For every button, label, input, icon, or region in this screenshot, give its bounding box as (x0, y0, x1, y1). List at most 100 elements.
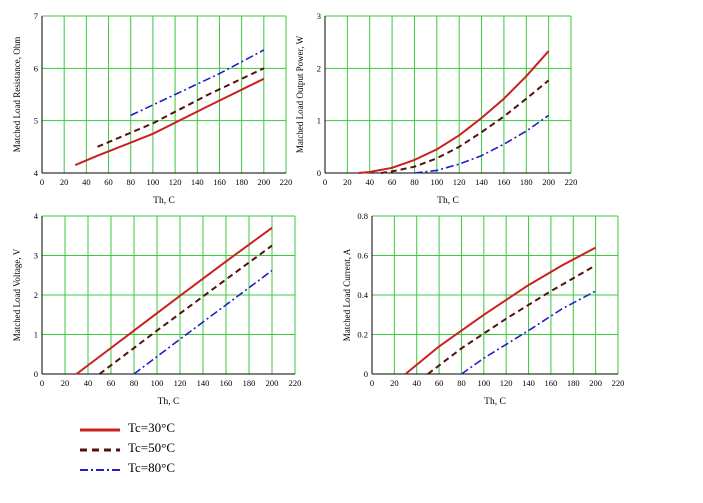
x-tick-label-voltage-5: 100 (151, 378, 164, 388)
y-tick-label-power-0: 0 (317, 168, 321, 178)
chart-power: 0 20 40 60 80 100 120 140 160 180 200 220 0 1 2 3 Th, C M… (295, 11, 577, 206)
x-tick-label-resistance-11: 220 (280, 177, 293, 187)
legend-swatch-tc80 (80, 469, 120, 471)
x-tick-label-voltage-0: 0 (40, 378, 44, 388)
series-line-resistance-tc50 (97, 67, 265, 148)
y-tick-label-current-1: 0.2 (357, 330, 368, 340)
x-tick-label-current-2: 40 (412, 378, 421, 388)
x-tick-label-resistance-10: 200 (257, 177, 270, 187)
x-tick-label-voltage-1: 20 (61, 378, 70, 388)
y-axis-label-voltage: Matched Load Voltage, V (12, 248, 22, 341)
x-axis-label-current: Th, C (484, 397, 506, 407)
series-line-resistance-tc80 (130, 49, 265, 117)
y-tick-label-voltage-0: 0 (34, 369, 38, 379)
chart-voltage: 0 20 40 60 80 100 120 140 160 180 200 220 0 1 2 3 4 Th, C… (12, 211, 301, 407)
x-tick-label-resistance-1: 20 (60, 177, 69, 187)
x-tick-label-voltage-10: 200 (266, 378, 279, 388)
x-axis-label-voltage: Th, C (158, 397, 180, 407)
x-tick-label-power-6: 120 (453, 177, 466, 187)
x-tick-label-power-4: 80 (410, 177, 419, 187)
x-tick-label-resistance-5: 100 (147, 177, 160, 187)
legend-label-tc80: Tc=80°C (128, 460, 176, 475)
x-tick-label-voltage-7: 140 (197, 378, 210, 388)
legend-item-tc50: Tc=50°C (80, 440, 280, 458)
x-tick-label-resistance-2: 40 (82, 177, 91, 187)
legend-label-tc50: Tc=50°C (128, 440, 176, 455)
x-tick-label-power-1: 20 (343, 177, 352, 187)
x-tick-label-resistance-6: 120 (169, 177, 182, 187)
x-tick-label-power-8: 160 (498, 177, 511, 187)
y-tick-label-resistance-3: 7 (34, 11, 38, 21)
y-tick-label-power-3: 3 (317, 11, 321, 21)
x-tick-label-current-1: 20 (390, 378, 399, 388)
legend-label-tc30: Tc=30°C (128, 420, 176, 435)
x-tick-label-current-0: 0 (370, 378, 374, 388)
x-tick-label-power-5: 100 (430, 177, 443, 187)
x-tick-label-current-8: 160 (545, 378, 558, 388)
y-axis-label-power: Matched Load Output Power, W (295, 35, 305, 153)
x-tick-label-current-3: 60 (435, 378, 444, 388)
x-tick-label-power-3: 60 (388, 177, 397, 187)
y-tick-label-resistance-2: 6 (34, 63, 38, 73)
x-tick-label-resistance-8: 160 (213, 177, 226, 187)
plot-area-power (325, 16, 571, 173)
series-line-power-tc80 (414, 114, 550, 174)
plot-area-resistance (42, 16, 286, 173)
series-line-voltage-tc30 (75, 226, 273, 375)
x-tick-label-resistance-4: 80 (126, 177, 135, 187)
x-tick-label-current-9: 180 (567, 378, 580, 388)
y-axis-label-current: Matched Load Current, A (342, 248, 352, 341)
x-axis-label-power: Th, C (437, 196, 459, 206)
chart-current: 0 20 40 60 80 100 120 140 160 180 200 220 0 0.2 0.4 0.6… (342, 211, 624, 407)
x-tick-label-current-11: 220 (612, 378, 625, 388)
x-tick-label-current-5: 100 (477, 378, 490, 388)
series-line-power-tc50 (380, 79, 550, 174)
x-tick-label-voltage-6: 120 (174, 378, 187, 388)
x-axis-label-resistance: Th, C (153, 196, 175, 206)
x-tick-label-resistance-0: 0 (40, 177, 44, 187)
legend: Tc=30°C Tc=50°C Tc=80°C (80, 420, 280, 480)
x-tick-label-current-4: 80 (457, 378, 466, 388)
series-line-power-tc30 (358, 50, 550, 174)
y-tick-label-resistance-1: 5 (34, 116, 38, 126)
series-line-current-tc30 (404, 246, 597, 375)
y-tick-label-power-1: 1 (317, 116, 321, 126)
x-tick-label-power-9: 180 (520, 177, 533, 187)
y-tick-label-resistance-0: 4 (34, 168, 39, 178)
x-tick-label-voltage-2: 40 (84, 378, 93, 388)
y-tick-label-current-0: 0 (364, 369, 368, 379)
x-tick-label-power-10: 200 (542, 177, 555, 187)
y-tick-label-voltage-2: 2 (34, 290, 38, 300)
y-tick-label-voltage-1: 1 (34, 330, 38, 340)
legend-item-tc80: Tc=80°C (80, 460, 280, 478)
x-tick-label-power-2: 40 (365, 177, 374, 187)
y-tick-label-voltage-3: 3 (34, 251, 38, 261)
x-tick-label-voltage-11: 220 (289, 378, 302, 388)
y-axis-label-resistance: Matched Load Resistance, Ohm (12, 37, 22, 152)
x-tick-label-current-7: 140 (522, 378, 535, 388)
legend-swatch-tc50 (80, 448, 120, 452)
legend-item-tc30: Tc=30°C (80, 420, 280, 438)
legend-swatch-tc30 (80, 428, 120, 432)
x-tick-label-voltage-9: 180 (243, 378, 256, 388)
x-tick-label-voltage-8: 160 (220, 378, 233, 388)
x-tick-label-current-6: 120 (500, 378, 513, 388)
x-tick-label-current-10: 200 (589, 378, 602, 388)
series-line-resistance-tc30 (74, 77, 265, 167)
x-tick-label-power-0: 0 (323, 177, 327, 187)
y-tick-label-current-2: 0.4 (357, 290, 368, 300)
x-tick-label-power-7: 140 (475, 177, 488, 187)
y-tick-label-voltage-4: 4 (34, 211, 39, 221)
x-tick-label-resistance-3: 60 (104, 177, 113, 187)
chart-resistance: 0 20 40 60 80 100 120 140 160 180 200 220 4 5 6 7 Th, C M… (12, 11, 292, 206)
series-line-voltage-tc80 (133, 269, 273, 375)
x-tick-label-resistance-7: 140 (191, 177, 204, 187)
y-tick-label-current-4: 0.8 (357, 211, 368, 221)
x-tick-label-resistance-9: 180 (235, 177, 248, 187)
y-tick-label-power-2: 2 (317, 63, 321, 73)
series-line-current-tc50 (427, 264, 597, 375)
x-tick-label-voltage-4: 80 (130, 378, 139, 388)
y-tick-label-current-3: 0.6 (357, 251, 368, 261)
x-tick-label-power-11: 220 (565, 177, 578, 187)
